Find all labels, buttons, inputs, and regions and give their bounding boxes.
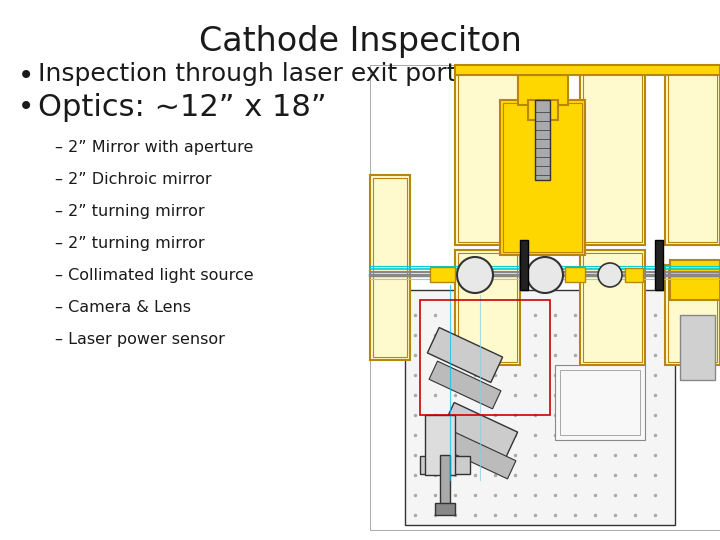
Bar	[583, 253, 642, 362]
Text: – 2” Dichroic mirror: – 2” Dichroic mirror	[55, 172, 212, 187]
Bar	[455, 70, 520, 245]
FancyBboxPatch shape	[428, 328, 503, 382]
Bar	[668, 268, 717, 362]
Bar	[520, 240, 528, 290]
Text: Optics: ~12” x 18”: Optics: ~12” x 18”	[38, 93, 327, 122]
Text: – 2” turning mirror: – 2” turning mirror	[55, 204, 204, 219]
Text: Inspection through laser exit port: Inspection through laser exit port	[38, 62, 456, 86]
Text: – Collimated light source: – Collimated light source	[55, 268, 253, 283]
Text: •: •	[18, 62, 35, 90]
Bar	[680, 315, 715, 380]
Text: – Laser power sensor: – Laser power sensor	[55, 332, 225, 347]
FancyBboxPatch shape	[420, 456, 470, 474]
Bar	[518, 75, 568, 105]
Text: Cathode Inspeciton: Cathode Inspeciton	[199, 25, 521, 58]
Bar	[430, 267, 455, 282]
Text: – Camera & Lens: – Camera & Lens	[55, 300, 191, 315]
Bar	[583, 73, 642, 242]
Bar	[458, 253, 517, 362]
Text: – 2” Mirror with aperture: – 2” Mirror with aperture	[55, 140, 253, 155]
Circle shape	[598, 263, 622, 287]
Bar	[503, 103, 582, 252]
Bar	[625, 268, 643, 282]
Bar	[528, 100, 558, 120]
Bar	[500, 100, 585, 255]
Bar	[370, 65, 720, 530]
Text: – 2” turning mirror: – 2” turning mirror	[55, 236, 204, 251]
Bar	[535, 100, 550, 180]
Bar	[435, 503, 455, 515]
Bar	[420, 300, 550, 415]
Bar	[555, 365, 645, 440]
Bar	[405, 290, 675, 525]
Bar	[565, 267, 585, 282]
Bar	[440, 455, 450, 510]
Bar	[670, 260, 720, 300]
Circle shape	[457, 257, 493, 293]
Bar	[455, 250, 520, 365]
Bar	[373, 178, 407, 357]
Bar	[425, 415, 455, 475]
Bar	[580, 70, 645, 245]
Text: •: •	[18, 93, 35, 121]
FancyBboxPatch shape	[442, 402, 518, 457]
Bar	[665, 265, 720, 365]
Bar	[668, 73, 717, 242]
Bar	[655, 240, 663, 290]
Bar	[458, 73, 517, 242]
FancyBboxPatch shape	[444, 431, 516, 479]
Bar	[580, 250, 645, 365]
Bar	[665, 70, 720, 245]
Bar	[455, 65, 720, 75]
Circle shape	[527, 257, 563, 293]
Bar	[560, 370, 640, 435]
FancyBboxPatch shape	[429, 361, 501, 409]
Bar	[370, 175, 410, 360]
